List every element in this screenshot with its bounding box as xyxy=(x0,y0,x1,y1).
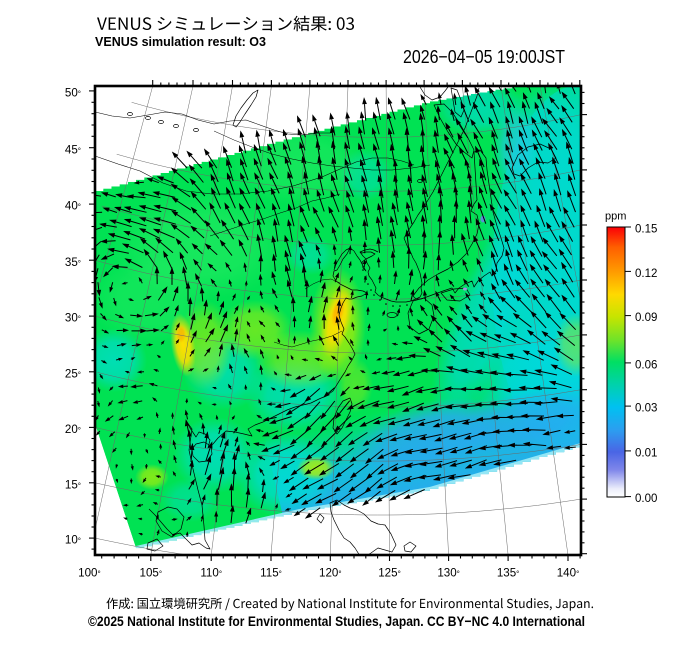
svg-text:50°: 50° xyxy=(65,87,81,100)
svg-text:30°: 30° xyxy=(65,312,81,325)
svg-text:0.00: 0.00 xyxy=(635,493,657,505)
svg-text:125°: 125° xyxy=(378,567,401,580)
svg-text:110°: 110° xyxy=(200,567,222,580)
svg-text:40°: 40° xyxy=(65,200,81,213)
svg-text:20°: 20° xyxy=(65,423,81,436)
svg-text:0.09: 0.09 xyxy=(635,312,657,324)
svg-text:105°: 105° xyxy=(140,567,163,580)
svg-text:©2025 National Institute for E: ©2025 National Institute for Environment… xyxy=(88,613,585,629)
svg-text:135°: 135° xyxy=(497,567,520,580)
svg-text:0.03: 0.03 xyxy=(635,403,657,415)
svg-text:0.01: 0.01 xyxy=(635,447,657,459)
svg-text:0.15: 0.15 xyxy=(635,224,657,236)
svg-text:120°: 120° xyxy=(319,567,342,580)
svg-text:45°: 45° xyxy=(65,143,81,156)
svg-text:100°: 100° xyxy=(78,567,101,580)
svg-text:10°: 10° xyxy=(65,534,81,547)
svg-text:0.06: 0.06 xyxy=(635,359,657,371)
svg-text:130°: 130° xyxy=(437,567,460,580)
svg-text:2026−04−05 19:00JST: 2026−04−05 19:00JST xyxy=(403,46,565,67)
svg-text:VENUS simulation result: O3: VENUS simulation result: O3 xyxy=(95,34,266,49)
svg-text:0.12: 0.12 xyxy=(635,268,657,280)
svg-text:140°: 140° xyxy=(557,567,580,580)
svg-text:115°: 115° xyxy=(260,567,282,580)
svg-text:15°: 15° xyxy=(65,478,81,491)
svg-text:ppm: ppm xyxy=(605,211,626,223)
svg-text:35°: 35° xyxy=(65,256,81,269)
svg-text:25°: 25° xyxy=(65,367,81,380)
